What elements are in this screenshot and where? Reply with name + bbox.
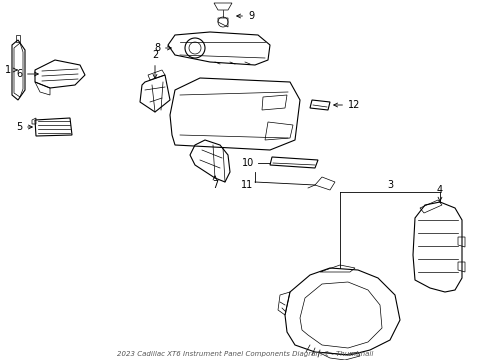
Text: 8: 8 bbox=[154, 43, 172, 53]
Text: 10: 10 bbox=[242, 158, 254, 168]
Text: 11: 11 bbox=[241, 180, 253, 190]
Text: 1: 1 bbox=[5, 65, 17, 75]
Text: 3: 3 bbox=[387, 180, 393, 190]
Text: 5: 5 bbox=[16, 122, 32, 132]
Text: 9: 9 bbox=[237, 11, 254, 21]
Text: 2: 2 bbox=[152, 50, 158, 78]
Text: 7: 7 bbox=[212, 176, 218, 190]
Text: 12: 12 bbox=[334, 100, 360, 110]
Text: 4: 4 bbox=[437, 185, 443, 201]
Text: 6: 6 bbox=[16, 69, 38, 79]
Text: 2023 Cadillac XT6 Instrument Panel Components Diagram 2 - Thumbnail: 2023 Cadillac XT6 Instrument Panel Compo… bbox=[117, 351, 373, 357]
